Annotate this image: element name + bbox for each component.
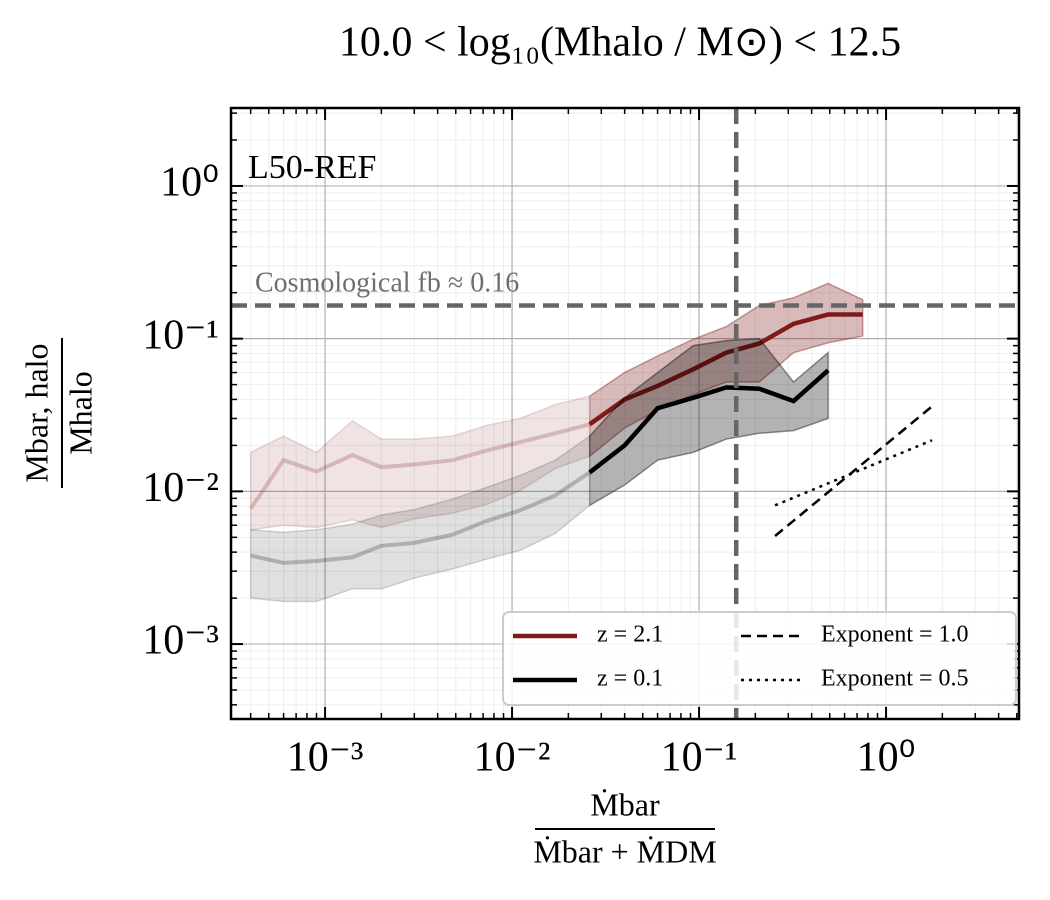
x-tick-label: 10⁻² xyxy=(474,735,551,781)
x-tick-label: 10⁰ xyxy=(857,735,916,781)
y-tick-label: 10⁻¹ xyxy=(142,312,219,358)
series-line xyxy=(588,368,830,475)
annotation: L50-REF xyxy=(248,149,376,186)
plot-frame xyxy=(229,106,1021,721)
x-tick-label: 10⁻¹ xyxy=(661,735,738,781)
y-label-denominator: Mhalo xyxy=(62,371,98,455)
legend-label: Exponent = 1.0 xyxy=(821,622,969,648)
x-label-numerator: Ṁbar xyxy=(590,786,660,822)
legend-label: z = 0.1 xyxy=(597,666,663,692)
series-line xyxy=(588,312,863,427)
y-label-numerator: Mbar, halo xyxy=(18,343,54,482)
legend-box xyxy=(502,611,1017,706)
y-tick-label: 10⁰ xyxy=(160,160,219,206)
chart-title: 10.0 < log₁₀(Mhalo / M⊙) < 12.5 xyxy=(339,20,901,66)
band-faded xyxy=(249,337,829,603)
y-tick-label: 10⁻³ xyxy=(142,618,219,664)
annotation: Cosmological fb ≈ 0.16 xyxy=(255,267,519,298)
y-tick-label: 10⁻² xyxy=(142,465,219,511)
band-faded xyxy=(249,282,864,531)
band xyxy=(588,337,829,507)
series-line xyxy=(774,405,933,537)
y-label: Mbar, halo Mhalo xyxy=(18,338,98,488)
x-tick-label: 10⁻³ xyxy=(287,735,364,781)
legend: z = 2.1 z = 0.1 Exponent = 1.0 Exponent = 0… xyxy=(502,611,1017,706)
x-label-denominator: Ṁbar + ṀDM xyxy=(533,833,716,869)
legend-label: Exponent = 0.5 xyxy=(821,666,969,692)
legend-label: z = 2.1 xyxy=(597,622,663,648)
